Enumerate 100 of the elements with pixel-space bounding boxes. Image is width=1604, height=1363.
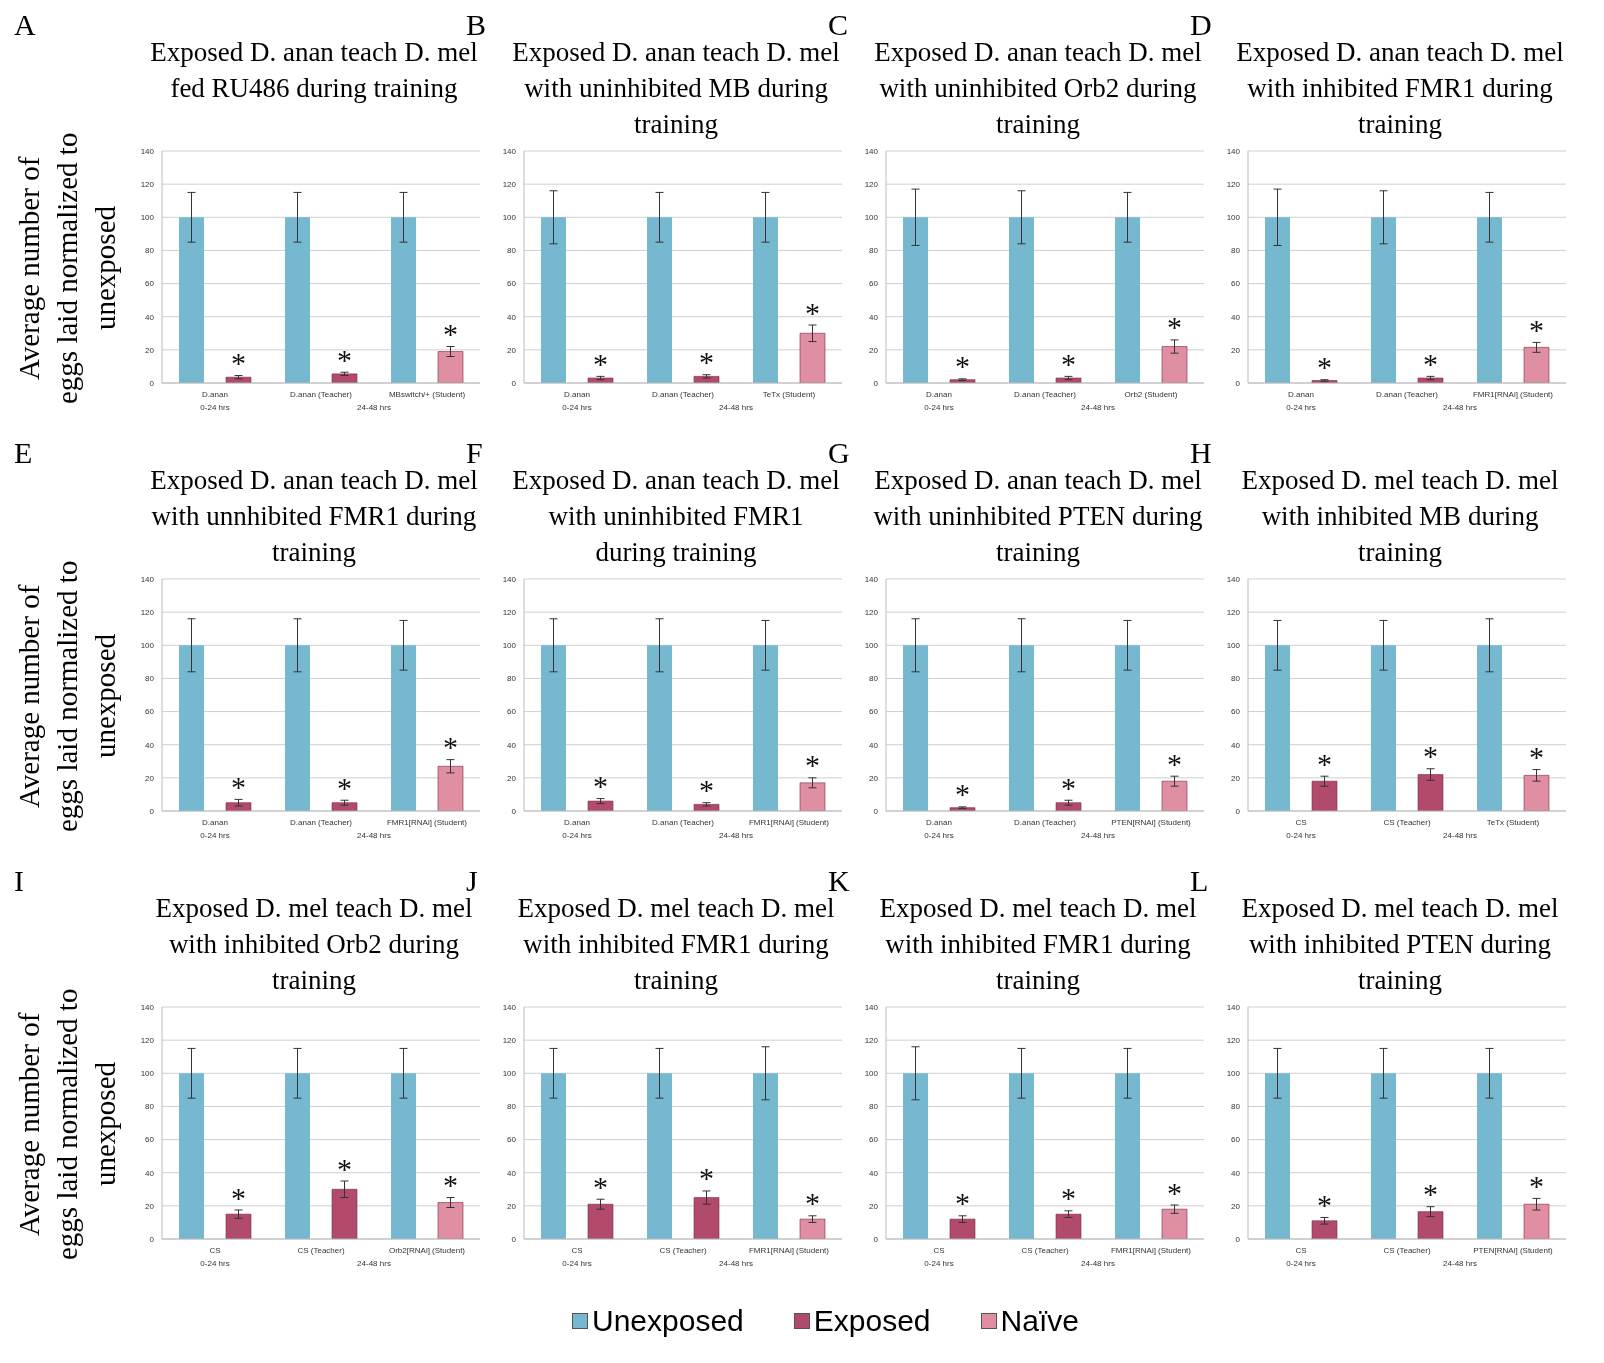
- bar: [391, 1073, 416, 1239]
- y-tick-label: 120: [864, 1035, 879, 1045]
- x-tick-label: D.anan: [926, 389, 952, 399]
- bar: [587, 800, 614, 811]
- text: 0-24 hrs: [923, 403, 955, 412]
- legend-label: Naïve: [999, 1304, 1079, 1338]
- x-tick-label: CS: [209, 1245, 221, 1255]
- x-tick-label: CS (Teacher): [659, 1245, 707, 1255]
- annotation: *: [443, 317, 458, 351]
- bar: [1055, 1213, 1082, 1239]
- annotation: *: [1529, 312, 1544, 346]
- y-tick-label: 40: [145, 1168, 155, 1178]
- x-tick-label: CS (Teacher): [297, 1245, 345, 1255]
- y-tick-label: 100: [1226, 641, 1241, 651]
- y-tick-label: 120: [1226, 607, 1241, 617]
- text: 24-48 hrs: [356, 831, 392, 840]
- bar: [1371, 645, 1396, 811]
- annotation: *: [443, 1168, 458, 1202]
- y-tick-label: 140: [1226, 574, 1241, 584]
- y-tick-label: 60: [507, 707, 517, 717]
- annotation: *: [699, 1161, 714, 1195]
- annotation: *: [231, 769, 246, 803]
- annotation: *: [805, 748, 820, 782]
- annotation: *: [593, 769, 608, 803]
- y-tick-label: 80: [869, 1102, 879, 1112]
- y-tick-label: 60: [869, 279, 879, 289]
- text: I: [14, 864, 24, 898]
- y-tick-label: 80: [1231, 246, 1241, 256]
- y-tick-label: 60: [145, 707, 155, 717]
- annotation: *: [443, 730, 458, 764]
- annotation: *: [1061, 346, 1076, 380]
- bar: [437, 765, 464, 811]
- text: 24-48 hrs: [718, 831, 754, 840]
- y-tick-label: 100: [140, 641, 155, 651]
- text: 24-48 hrs: [1442, 403, 1478, 412]
- y-tick-label: 40: [145, 740, 155, 750]
- y-tick-label: 120: [502, 179, 517, 189]
- x-tick-label: CS: [1295, 817, 1307, 827]
- bar: [1477, 217, 1502, 383]
- bar: [437, 1202, 464, 1239]
- y-tick-label: 120: [502, 1035, 517, 1045]
- bar: [1009, 217, 1034, 383]
- y-tick-label: 100: [140, 213, 155, 223]
- chart-title: Exposed D. mel teach D. mel with inhibited MB during training: [1240, 464, 1560, 569]
- y-tick-label: 0: [873, 1234, 879, 1244]
- x-tick-label: PTEN[RNAi] (Student): [1111, 817, 1192, 827]
- bar: [331, 373, 358, 383]
- annotation: *: [805, 1186, 820, 1220]
- y-tick-label: 60: [507, 1135, 517, 1145]
- bar: [1115, 1073, 1140, 1239]
- y-tick-label: 140: [140, 1002, 155, 1012]
- y-tick-label: 0: [873, 378, 879, 388]
- y-tick-label: 80: [145, 674, 155, 684]
- bar: [647, 217, 672, 383]
- y-tick-label: 80: [1231, 1102, 1241, 1112]
- annotation: *: [1317, 746, 1332, 780]
- x-tick-label: CS: [933, 1245, 945, 1255]
- y-tick-label: 20: [1231, 773, 1241, 783]
- text: 0-24 hrs: [561, 1259, 593, 1268]
- bar: [1009, 645, 1034, 811]
- text: A: [14, 8, 36, 42]
- x-tick-label: D.anan: [1288, 389, 1314, 399]
- y-axis-title: Average number of eggs laid normalized to unexposed: [12, 559, 122, 834]
- bar: [1523, 347, 1550, 383]
- x-tick-label: TeTx (Student): [762, 389, 816, 399]
- text: 24-48 hrs: [718, 403, 754, 412]
- y-tick-label: 120: [1226, 1035, 1241, 1045]
- y-tick-label: 100: [502, 641, 517, 651]
- y-tick-label: 80: [1231, 674, 1241, 684]
- text: 0-24 hrs: [199, 1259, 231, 1268]
- x-tick-label: D.anan (Teacher): [1014, 389, 1077, 399]
- annotation: *: [593, 346, 608, 380]
- y-tick-label: 100: [864, 641, 879, 651]
- y-tick-label: 0: [873, 806, 879, 816]
- x-tick-label: FMR1[RNAi] (Student): [1472, 389, 1554, 399]
- text: 24-48 hrs: [1442, 1259, 1478, 1268]
- y-tick-label: 140: [140, 574, 155, 584]
- y-tick-label: 100: [502, 213, 517, 223]
- y-tick-label: 60: [869, 707, 879, 717]
- text: 0-24 hrs: [1285, 403, 1317, 412]
- bar: [1055, 377, 1082, 383]
- x-tick-label: TeTx (Student): [1486, 817, 1540, 827]
- bar: [753, 217, 778, 383]
- y-tick-label: 60: [869, 1135, 879, 1145]
- bar: [799, 782, 826, 811]
- x-tick-label: D.anan (Teacher): [1014, 817, 1077, 827]
- y-tick-label: 20: [507, 773, 517, 783]
- annotation: *: [1423, 1177, 1438, 1211]
- y-tick-label: 20: [145, 345, 155, 355]
- annotation: *: [1317, 1187, 1332, 1221]
- y-tick-label: 100: [502, 1069, 517, 1079]
- bar: [903, 1073, 928, 1239]
- annotation: *: [1167, 1175, 1182, 1209]
- text: 0-24 hrs: [199, 831, 231, 840]
- y-tick-label: 0: [511, 1234, 517, 1244]
- y-tick-label: 80: [507, 246, 517, 256]
- legend-label: Unexposed: [591, 1304, 744, 1338]
- y-tick-label: 20: [869, 773, 879, 783]
- x-tick-label: D.anan: [564, 817, 590, 827]
- y-tick-label: 140: [502, 146, 517, 156]
